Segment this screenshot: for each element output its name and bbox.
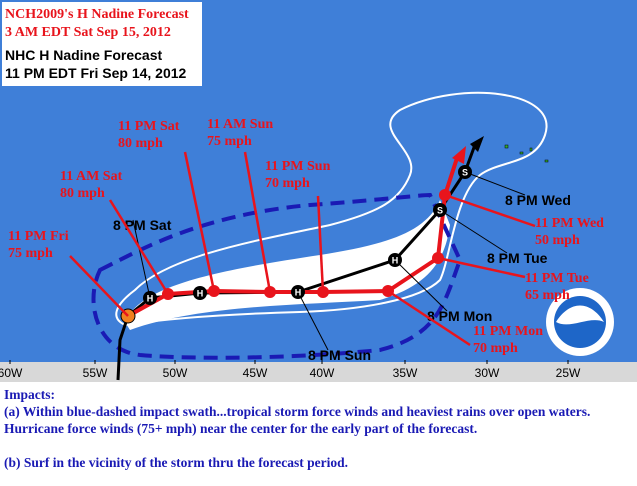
nch-point — [208, 285, 220, 297]
leader-line — [132, 219, 151, 299]
forecast-wind: 80 mph — [60, 186, 105, 201]
nch-arrow — [452, 146, 466, 164]
forecast-time: 11 PM Mon — [473, 324, 543, 339]
forecast-wind: 75 mph — [207, 134, 252, 149]
title-line: NHC H Nadine Forecast — [5, 47, 162, 63]
leader-line — [387, 289, 471, 347]
nch-point — [432, 252, 444, 264]
islands — [504, 144, 549, 163]
leader-line — [243, 151, 272, 293]
nhc-marker — [458, 165, 472, 179]
leader-line — [439, 209, 508, 254]
leader-line — [297, 291, 329, 351]
leader-line — [316, 195, 325, 293]
nhc-label: 8 PM Mon — [427, 308, 492, 324]
leader-line — [183, 151, 216, 292]
leader-line — [394, 259, 448, 312]
forecast-time: 11 PM Sun — [265, 159, 331, 174]
marker-letter: H — [392, 255, 399, 265]
nhc-arrow — [470, 136, 484, 152]
impacts-b: (b) Surf in the vicinity of the storm th… — [4, 455, 348, 470]
forecast-wind: 50 mph — [535, 233, 580, 248]
nch-point — [317, 286, 329, 298]
title-box — [2, 2, 202, 86]
noaa-logo — [546, 288, 614, 356]
lon-label: 25W — [556, 366, 581, 380]
title-line: 3 AM EDT Sat Sep 15, 2012 — [5, 25, 171, 40]
nhc-label: 8 PM Wed — [505, 192, 571, 208]
leader-line — [69, 255, 129, 317]
title-line: NCH2009's H Nadine Forecast — [5, 7, 189, 22]
lon-label: 45W — [243, 366, 268, 380]
lon-label: 30W — [475, 366, 500, 380]
nhc-marker — [433, 203, 447, 217]
title-line: 11 PM EDT Fri Sep 14, 2012 — [5, 65, 187, 81]
nhc-label: 8 PM Tue — [487, 250, 548, 266]
lon-label: 55W — [83, 366, 108, 380]
leader-line — [108, 199, 170, 295]
nhc-marker — [291, 285, 305, 299]
marker-letter: H — [197, 288, 204, 298]
map: NCH2009's H Nadine Forecast 3 AM EDT Sat… — [0, 0, 637, 382]
nhc-marker — [388, 253, 402, 267]
forecast-time: 11 PM Sat — [118, 119, 180, 134]
forecast-wind: 80 mph — [118, 136, 163, 151]
forecast-time: 11 PM Wed — [535, 216, 604, 231]
nhc-marker — [143, 291, 157, 305]
forecast-wind: 70 mph — [473, 341, 518, 356]
cone-inner — [125, 200, 450, 330]
marker-letter: S — [462, 167, 468, 177]
nch-point — [439, 189, 451, 201]
nch-point — [264, 286, 276, 298]
forecast-wind: 70 mph — [265, 176, 310, 191]
impacts-a: (a) Within blue-dashed impact swath...tr… — [4, 404, 591, 436]
impacts: Impacts: (a) Within blue-dashed impact s… — [4, 386, 634, 471]
leader-line — [464, 171, 526, 196]
lon-strip — [0, 362, 637, 382]
forecast-wind: 75 mph — [8, 246, 53, 261]
lon-label: 40W — [310, 366, 335, 380]
lon-label: 60W — [0, 366, 23, 380]
leader-line — [437, 256, 526, 279]
forecast-wind: 65 mph — [525, 288, 570, 303]
marker-letter: H — [147, 293, 154, 303]
forecast-time: 11 PM Fri — [8, 229, 69, 244]
forecast-time: 11 PM Tue — [525, 271, 589, 286]
nhc-label: 8 PM Sun — [308, 347, 371, 363]
impacts-heading: Impacts: — [4, 387, 55, 402]
impact-swath — [91, 192, 463, 360]
leader-line — [444, 193, 536, 228]
forecast-time: 11 AM Sun — [207, 117, 273, 132]
marker-letter: H — [295, 287, 302, 297]
marker-letter: S — [437, 205, 443, 215]
cone-outer — [115, 91, 548, 327]
nch-point — [162, 288, 174, 300]
lon-label: 50W — [163, 366, 188, 380]
nch-point — [382, 285, 394, 297]
lon-label: 35W — [393, 366, 418, 380]
nhc-marker — [193, 286, 207, 300]
forecast-time: 11 AM Sat — [60, 169, 123, 184]
